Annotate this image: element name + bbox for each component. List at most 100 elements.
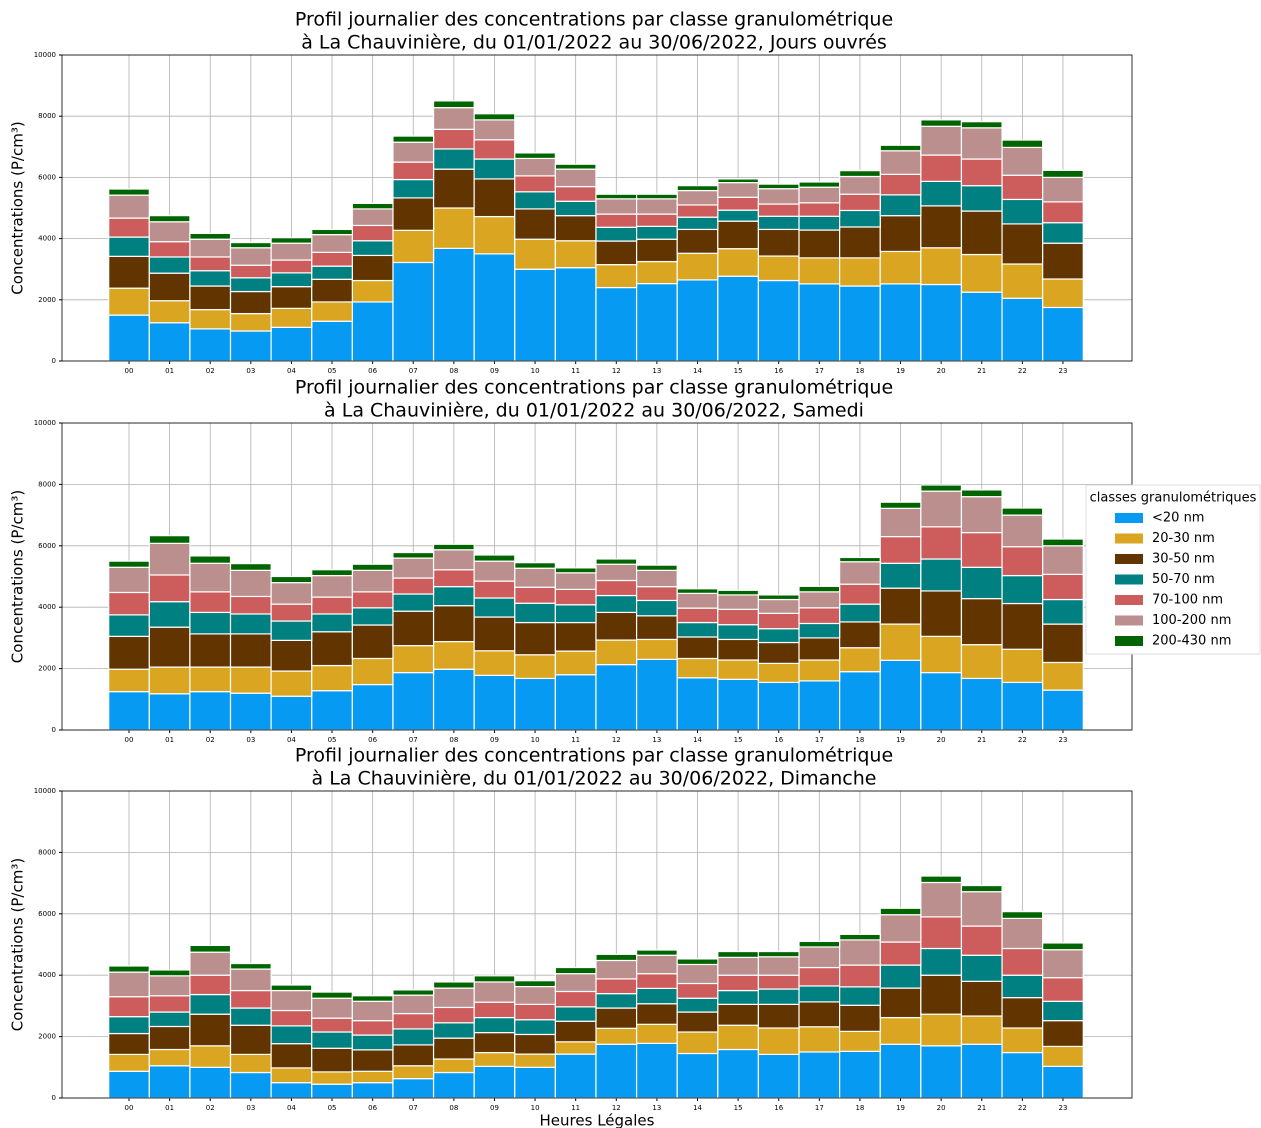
bar-segment [595,664,638,731]
bar-segment [432,207,475,249]
bar-segment [839,1004,881,1032]
bar-segment [514,238,556,270]
x-tick-label: 01 [165,736,174,744]
x-tick-label: 00 [125,1104,134,1112]
bar-segment [554,567,597,574]
bar-segment [879,964,922,989]
bar-segment [879,215,922,253]
bar-segment [189,1045,232,1068]
x-tick-label: 15 [734,1104,743,1112]
bar-segment [351,995,394,1002]
y-tick-label: 10000 [34,419,56,427]
bar-segment [311,991,353,999]
chart-title: Profil journalier des concentrations par… [295,377,893,399]
x-tick-label: 11 [571,367,580,375]
bar-segment [189,611,232,635]
bar-segment [595,978,638,995]
bar-segment [798,966,841,987]
bar-segment [432,107,475,130]
bar-segment [595,213,638,228]
bar-segment [554,674,597,731]
bar-segment [554,163,597,170]
bar-segment [392,1044,435,1067]
bar-segment [676,588,719,594]
bar-segment [351,1020,394,1036]
bar-segment [554,990,597,1008]
bar-segment [839,986,881,1006]
bar-segment [514,152,556,160]
x-tick-label: 06 [368,367,377,375]
bar-segment [879,987,922,1019]
bar-segment [1001,546,1044,577]
bar-segment [108,188,150,196]
bar-segment [676,636,719,660]
bar-segment [676,204,719,218]
bar-segment [839,193,881,212]
bar-segment [473,1051,516,1067]
bar-segment [311,613,353,633]
bar-segment [635,260,678,285]
bar-segment [108,194,150,219]
bar-segment [757,598,800,614]
x-tick-label: 02 [206,367,215,375]
x-tick-label: 08 [449,1104,458,1112]
bar-segment [595,993,638,1009]
bar-segment [189,1013,232,1047]
bar-segment [839,621,881,649]
bar-segment [635,586,678,602]
x-tick-label: 02 [206,1104,215,1112]
bar-segment [514,1019,556,1036]
legend-swatch [1115,636,1143,646]
bar-segment [270,307,313,328]
bar-segment [108,591,150,616]
y-tick-label: 0 [52,357,56,365]
bar-segment [798,202,841,217]
bar-segment [960,210,1003,256]
bar-segment [229,264,272,279]
bar-segment [757,1053,800,1099]
bar-segment [473,215,516,255]
bar-segment [635,282,678,362]
bar-segment [351,569,394,593]
bar-segment [432,569,475,588]
bar-segment [351,1034,394,1051]
bar-segment [311,251,353,267]
bar-segment [311,278,353,303]
bar-segment [879,250,922,285]
bar-segment [757,681,800,731]
bar-segment [839,556,881,563]
bar-segment [473,975,516,983]
bar-segment [392,610,435,647]
bar-segment [595,226,638,242]
bar-segment [839,175,881,195]
bar-segment [879,907,922,916]
bar-segment [595,1027,638,1045]
bar-segment [798,181,841,188]
legend-label: 30-50 nm [1152,552,1215,567]
bar-segment [392,1012,435,1030]
bar-segment [960,598,1003,646]
bar-segment [635,564,678,571]
x-tick-label: 08 [449,736,458,744]
bar-segment [676,997,719,1013]
bar-segment [798,1051,841,1099]
bar-segment [757,1027,800,1056]
x-tick-label: 17 [815,736,824,744]
bar-segment [148,241,191,258]
bar-segment [554,621,597,652]
bar-segment [676,958,719,966]
bar-segment [1001,507,1044,516]
bar-segment [270,1082,313,1099]
x-tick-label: 03 [246,736,255,744]
legend-swatch [1115,595,1143,605]
bar-segment [229,247,272,266]
y-tick-label: 6000 [38,542,56,550]
bar-segment [432,128,475,150]
bar-segment [432,987,475,1009]
bar-segment [798,229,841,259]
bar-segment [1001,681,1044,731]
bar-segment [108,236,150,257]
bar-segment [879,587,922,625]
bar-segment [432,543,475,551]
bar-segment [960,127,1003,160]
